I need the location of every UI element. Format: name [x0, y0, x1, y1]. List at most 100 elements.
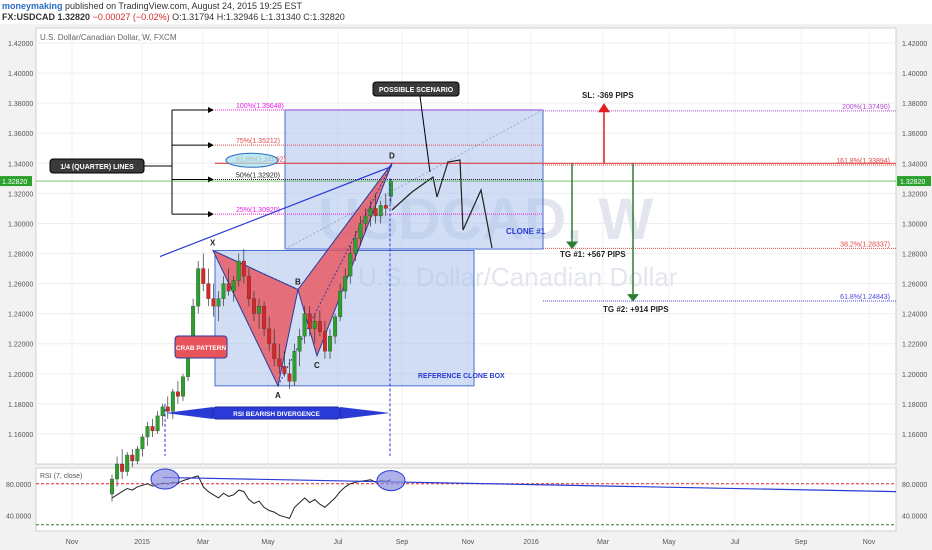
target-2-label: TG #2: +914 PIPS [603, 305, 669, 314]
y-tick-right: 1.26000 [902, 282, 927, 289]
last-price-label-right: 1.32820 [900, 179, 925, 186]
x-tick-label: Jul [731, 539, 740, 546]
y-tick-right: 1.30000 [902, 221, 927, 228]
rsi-tick-right: 80.0000 [902, 482, 927, 489]
crab-pattern-callout: CRAB PATTERN [176, 345, 227, 352]
candle-body [262, 305, 267, 329]
pattern-point-label: A [275, 391, 281, 400]
candle-body [282, 366, 287, 374]
x-tick-label: Sep [396, 539, 409, 546]
x-tick-label: Sep [795, 539, 808, 546]
y-tick-right: 1.38000 [902, 101, 927, 108]
y-tick-left: 1.42000 [8, 41, 33, 48]
y-tick-right: 1.22000 [902, 342, 927, 349]
pattern-point-label: D [389, 151, 395, 160]
candle-body [115, 463, 120, 480]
fib-level-label: 25%(1.30920) [236, 207, 280, 214]
target-level-label: 61.8%(1.24843) [840, 294, 890, 301]
candle-body [226, 283, 231, 292]
candle-body [307, 313, 312, 329]
quarter-lines-callout: 1/4 (QUARTER) LINES [60, 164, 134, 171]
author-name[interactable]: moneymaking [2, 1, 63, 11]
scenario-path [391, 159, 493, 249]
x-tick-label: Jul [334, 539, 343, 546]
candle-body [297, 336, 302, 352]
candle-body [110, 478, 114, 495]
y-tick-right: 1.32000 [902, 191, 927, 198]
candle-body [272, 343, 277, 359]
candle-body [287, 373, 292, 382]
candle-body [181, 376, 185, 397]
candle-body [277, 358, 282, 367]
fib-level-label: 75%(1.35212) [236, 138, 280, 145]
rsi-divergence-callout: RSI BEARISH DIVERGENCE [233, 411, 320, 418]
target-level-label: 200%(1.37490) [842, 104, 890, 111]
y-tick-right: 1.20000 [902, 372, 927, 379]
y-tick-left: 1.30000 [8, 221, 33, 228]
x-tick-label: Nov [66, 539, 79, 546]
arrow-head [208, 106, 214, 113]
candle-body [383, 205, 388, 209]
y-tick-right: 1.36000 [902, 131, 927, 138]
y-tick-left: 1.22000 [8, 342, 33, 349]
x-tick-label: May [261, 539, 275, 546]
candle-body [145, 426, 150, 438]
y-tick-left: 1.18000 [8, 402, 33, 409]
crab-pattern-callout-box [174, 335, 228, 359]
candle-body [140, 436, 145, 450]
divergence-right-arrow [340, 407, 390, 419]
y-tick-left: 1.34000 [8, 161, 33, 168]
candle-body [211, 298, 216, 307]
rsi-tick-right: 40.0000 [902, 513, 927, 520]
target-1-label: TG #1: +567 PIPS [560, 250, 626, 259]
y-tick-right: 1.18000 [902, 402, 927, 409]
crab-pattern-bcd [297, 163, 393, 358]
candle-body [231, 280, 236, 292]
symbol-name[interactable]: FX:USDCAD [2, 12, 55, 22]
candle-body [317, 321, 322, 332]
y-tick-left: 1.36000 [8, 131, 33, 138]
x-tick-label: 2015 [134, 539, 150, 546]
pattern-xb-line [212, 250, 299, 291]
publish-info: published on TradingView.com, August 24,… [65, 1, 303, 11]
candle-body [125, 454, 130, 472]
target-level-label: 161.8%(1.33894) [836, 158, 890, 165]
fib-level-label: 100%(1.35648) [236, 103, 284, 110]
x-tick-label: 2016 [523, 539, 539, 546]
target-2-arrowhead [627, 294, 639, 302]
x-tick-label: Nov [462, 539, 475, 546]
candle-body [175, 391, 180, 397]
divergence-left-arrow [165, 407, 213, 419]
candle-body [363, 215, 368, 224]
x-tick-label: Mar [197, 539, 210, 546]
candle-body [312, 321, 317, 329]
candle-body [160, 406, 165, 417]
y-tick-right: 1.34000 [902, 161, 927, 168]
fib-level-label: 50%(1.32920) [236, 173, 280, 180]
clone-1-label: CLONE #1 [506, 227, 546, 236]
candle-body [216, 298, 221, 307]
candle-body [196, 268, 201, 307]
y-tick-right: 1.28000 [902, 252, 927, 259]
clone-diagonal [284, 109, 544, 250]
y-tick-left: 1.32000 [8, 191, 33, 198]
fib-618-highlight [225, 152, 279, 168]
rsi-title: RSI (7, close) [40, 473, 82, 480]
pattern-point-label: B [295, 278, 301, 287]
candle-body [120, 463, 125, 472]
rsi-peak-highlight [376, 470, 406, 492]
price-chart[interactable]: 1.42000 1.42000 1.40000 1.40000 1.38000 1.380… [0, 24, 932, 550]
candle-body [130, 454, 135, 462]
y-tick-left: 1.26000 [8, 282, 33, 289]
publisher-line: moneymaking published on TradingView.com… [2, 1, 302, 12]
target-level-label: 38.2%(1.28337) [840, 241, 890, 248]
pattern-ad-line [277, 163, 393, 387]
candle-body [322, 331, 327, 352]
y-tick-left: 1.38000 [8, 101, 33, 108]
y-tick-left: 1.16000 [8, 432, 33, 439]
x-tick-label: Mar [597, 539, 610, 546]
candle-body [150, 426, 155, 432]
candle-body [267, 328, 272, 344]
candle-body [348, 253, 353, 277]
arrow-head [208, 142, 214, 149]
